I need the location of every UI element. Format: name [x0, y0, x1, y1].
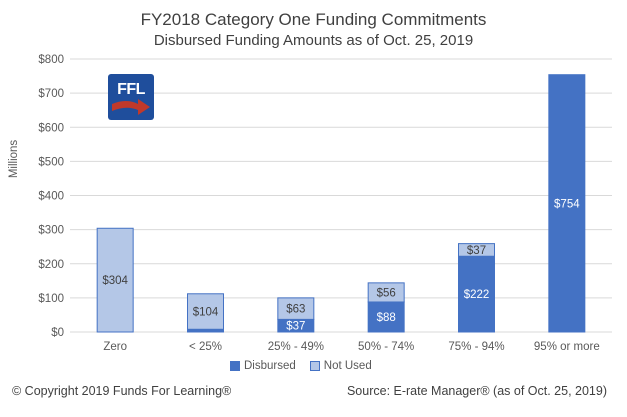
- x-tick-label: 50% - 74%: [358, 341, 414, 353]
- y-tick-label: $100: [38, 293, 64, 305]
- chart-legend: Disbursed Not Used: [230, 360, 372, 372]
- bar-not-used: [187, 293, 224, 330]
- bar-disbursed: [548, 74, 586, 333]
- x-tick-label: < 25%: [189, 341, 222, 353]
- data-label-not-used: $63: [286, 304, 305, 316]
- data-label-disbursed: $37: [286, 321, 305, 333]
- y-tick-label: $200: [38, 259, 64, 271]
- legend-swatch-not-used: [309, 361, 320, 371]
- bar-disbursed: [367, 301, 405, 333]
- data-label-not-used: $104: [193, 307, 219, 319]
- bar-not-used: [96, 227, 134, 333]
- bar-not-used: [277, 297, 315, 320]
- legend-swatch-disbursed: [230, 361, 240, 371]
- x-tick-label: 75% - 94%: [448, 341, 504, 353]
- y-tick-label: $400: [38, 191, 64, 203]
- data-label-not-used: $56: [377, 287, 396, 299]
- x-tick-label: Zero: [103, 341, 127, 353]
- legend-label-not-used: Not Used: [323, 360, 372, 372]
- data-label-disbursed: $88: [377, 312, 396, 324]
- y-tick-label: $500: [38, 156, 64, 168]
- y-tick-label: $300: [38, 225, 64, 237]
- bar-not-used: [367, 282, 405, 303]
- chart-subtitle: Disbursed Funding Amounts as of Oct. 25,…: [153, 32, 474, 49]
- bar-not-used: [458, 243, 495, 257]
- data-label-disbursed: $754: [554, 198, 580, 210]
- y-tick-label: $700: [38, 88, 64, 100]
- legend-item-disbursed: Disbursed: [230, 360, 296, 372]
- y-tick-label: $600: [38, 122, 64, 134]
- logo-icon: [108, 74, 154, 120]
- data-label-not-used: $37: [467, 245, 486, 257]
- x-tick-label: 25% - 49%: [268, 341, 324, 353]
- source-text: Source: E-rate Manager® (as of Oct. 25, …: [346, 384, 607, 398]
- x-tick-label: 95% or more: [534, 341, 600, 353]
- ffl-logo: FFL: [108, 74, 154, 120]
- chart-title: FY2018 Category One Funding Commitments: [140, 10, 487, 29]
- bar-disbursed: [458, 255, 495, 333]
- logo-text: FFL: [117, 81, 145, 98]
- y-tick-label: $800: [38, 54, 64, 66]
- y-tick-label: $0: [51, 327, 64, 339]
- legend-label-disbursed: Disbursed: [244, 360, 296, 372]
- data-label-not-used: $304: [102, 275, 128, 287]
- data-label-disbursed: $222: [464, 289, 490, 301]
- y-axis-label: Millions: [8, 140, 20, 179]
- legend-item-not-used: Not Used: [309, 360, 372, 372]
- copyright-text: © Copyright 2019 Funds For Learning®: [12, 384, 232, 398]
